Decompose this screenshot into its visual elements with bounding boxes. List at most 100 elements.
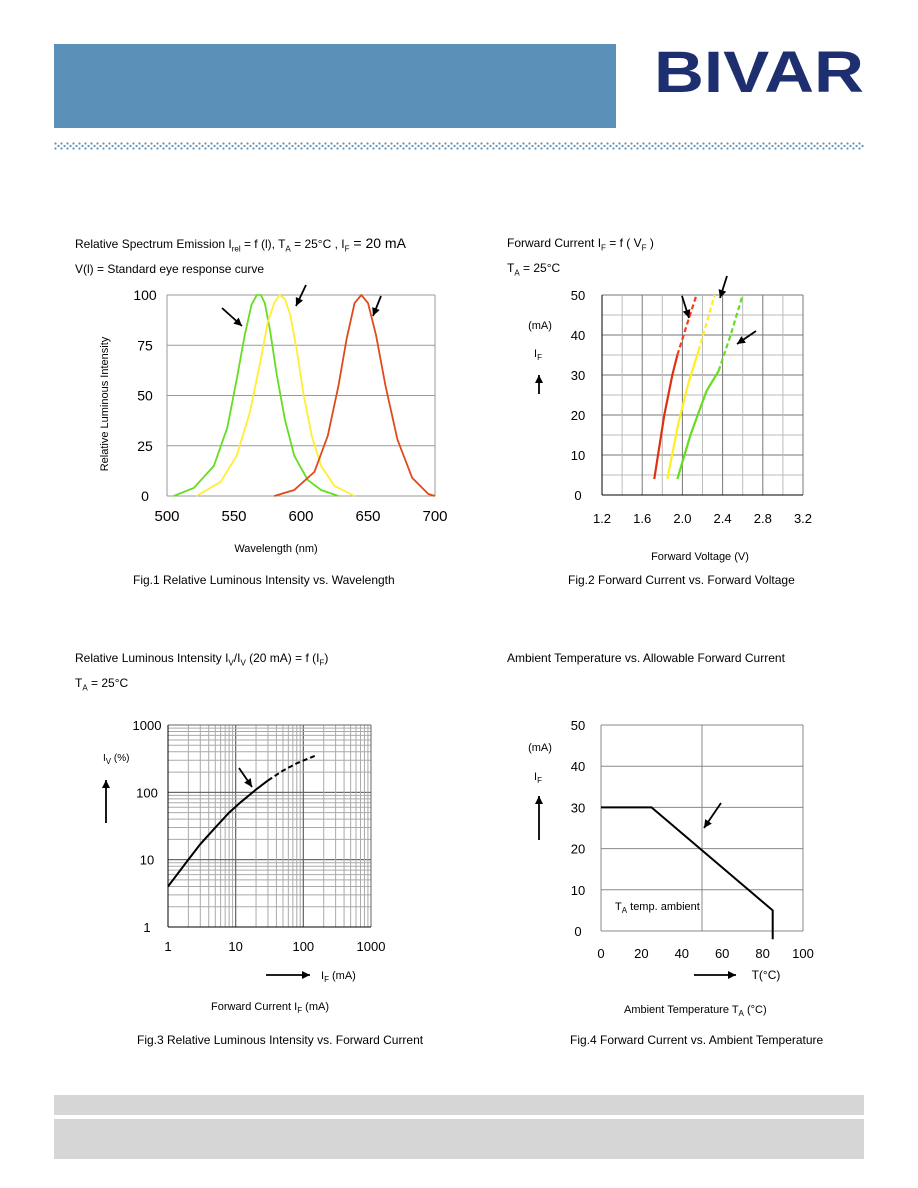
c3-y-arrow-head xyxy=(102,780,110,788)
c4-yunit-label: IF xyxy=(534,771,542,785)
c1-xtick-label: 550 xyxy=(221,508,246,525)
decorative-dotted-divider xyxy=(54,141,864,151)
logo-text: BIVAR xyxy=(654,45,864,95)
c3-axis-x-label-part: (mA) xyxy=(329,970,356,982)
c2-ytick-label: 30 xyxy=(571,368,585,383)
c3-xtick-label: 10 xyxy=(228,939,242,954)
c2-y-arrow-head xyxy=(535,375,543,383)
c2-ytick-label: 20 xyxy=(571,408,585,423)
fig1-caption: Fig.1 Relative Luminous Intensity vs. Wa… xyxy=(133,573,395,587)
c2-arrow-green xyxy=(736,330,757,345)
c4-annotation-part: T xyxy=(615,901,622,913)
fig2-caption: Fig.2 Forward Current vs. Forward Voltag… xyxy=(568,573,795,587)
c1-arrow-yellow-head xyxy=(295,297,304,306)
c4-x-arrow xyxy=(694,971,736,979)
c1-ytick-label: 75 xyxy=(137,337,153,353)
c4-xtick-label: 40 xyxy=(675,946,689,961)
c1-series-line xyxy=(173,294,339,497)
fig2-title: Forward Current IF = f ( VF ) TA = 25°C xyxy=(507,236,654,278)
c1-ytick-label: 25 xyxy=(137,438,153,454)
header-band xyxy=(54,44,616,128)
c4-series-line xyxy=(601,806,774,940)
c2-xlabel: Forward Voltage (V) xyxy=(651,551,749,563)
c3-ylabel: IV (%) xyxy=(103,753,129,766)
c2-y-arrow xyxy=(535,375,543,394)
fig4-title: Ambient Temperature vs. Allowable Forwar… xyxy=(507,651,785,665)
c4-xlabel-part: A xyxy=(739,1009,745,1018)
c2-yunit-label: IF xyxy=(534,348,542,362)
c2-arrow-red xyxy=(681,295,691,319)
c2-yunit-label-part: F xyxy=(537,353,542,362)
c3-ytick-label: 10 xyxy=(140,853,154,868)
c4-yunit-label-part: F xyxy=(537,776,542,785)
c2-series-line xyxy=(676,370,720,480)
c3-x-arrow xyxy=(266,971,310,979)
c4-ytick-label: 50 xyxy=(571,718,585,733)
bivar-logo: BIVAR xyxy=(654,45,864,95)
c3-ytick-label: 1 xyxy=(143,920,150,935)
c2-xtick-label: 2.0 xyxy=(673,511,691,526)
c3-xtick-label: 100 xyxy=(292,939,314,954)
c1-ytick-label: 0 xyxy=(141,488,149,504)
c2-ytick-label: 10 xyxy=(571,448,585,463)
c2-arrow-red-head xyxy=(682,309,691,318)
c4-ytick-label: 30 xyxy=(571,800,585,815)
c1-xlabel: Wavelength (nm) xyxy=(234,543,317,555)
c4-xtick-label: 80 xyxy=(755,946,769,961)
c4-annotation: TA temp. ambient xyxy=(615,901,700,915)
c3-ytick-label: 100 xyxy=(136,785,158,800)
footer-bar-bottom xyxy=(54,1119,864,1159)
c1-xtick-label: 650 xyxy=(355,508,380,525)
c3-ytick-label: 1000 xyxy=(133,718,162,733)
c3-ylabel-part: (%) xyxy=(111,753,129,764)
c1-series-line xyxy=(196,294,356,497)
c2-ytick-label: 40 xyxy=(571,328,585,343)
c3-ylabel-part: I xyxy=(103,753,106,764)
c3-xlabel-part: F xyxy=(297,1006,302,1015)
c4-ytick-label: 20 xyxy=(571,842,585,857)
c4-ytick-label: 0 xyxy=(574,924,581,939)
c3-x-arrow-head xyxy=(302,971,310,979)
c2-xtick-label: 1.6 xyxy=(633,511,651,526)
c3-xtick-label: 1 xyxy=(164,939,171,954)
c1-arrow-green xyxy=(221,307,243,327)
c1-arrow-yellow xyxy=(295,284,307,307)
footer-bar-top xyxy=(54,1095,864,1115)
c1-xtick-label: 600 xyxy=(288,508,313,525)
c3-xlabel: Forward Current IF (mA) xyxy=(211,1001,329,1015)
c2-xtick-label: 3.2 xyxy=(794,511,812,526)
c1-arrow-red-head xyxy=(372,307,380,316)
c4-yunit-label-part: I xyxy=(534,771,537,783)
c4-xlabel: Ambient Temperature TA (°C) xyxy=(624,1004,767,1018)
c4-annotation-part: temp. ambient xyxy=(627,901,700,913)
c2-xtick-label: 2.8 xyxy=(754,511,772,526)
c4-ytick-label: 40 xyxy=(571,759,585,774)
c3-axis-x-label: IF (mA) xyxy=(321,970,356,984)
c1-arrow-red xyxy=(372,295,382,317)
c4-x-arrow-head xyxy=(728,971,736,979)
c2-arrow-green-head xyxy=(737,336,746,344)
c2-ytick-label: 0 xyxy=(574,488,581,503)
c1-arrow-green-head xyxy=(233,317,242,326)
c4-y-arrow xyxy=(535,796,543,840)
c4-axis-x-label: T(°C) xyxy=(752,968,781,982)
fig3-caption: Fig.3 Relative Luminous Intensity vs. Fo… xyxy=(137,1033,424,1047)
c1-xtick-label: 700 xyxy=(422,508,447,525)
c4-annotation-part: A xyxy=(622,906,628,915)
c3-y-arrow xyxy=(102,780,110,823)
c4-y-arrow-head xyxy=(535,796,543,804)
c4-xlabel-part: Ambient Temperature T xyxy=(624,1004,739,1016)
c3-ylabel-part: V xyxy=(106,757,112,766)
c3-series-line xyxy=(267,754,316,782)
c4-arrow xyxy=(703,802,722,829)
c2-series-line xyxy=(666,350,700,480)
c1-xtick-label: 500 xyxy=(154,508,179,525)
c2-arrow-yellow-head xyxy=(718,289,727,298)
c2-ytick-label: 50 xyxy=(571,288,585,303)
c4-arrow-head xyxy=(704,819,712,828)
c1-series-line xyxy=(273,294,436,497)
c2-series-line xyxy=(676,294,698,356)
c3-axis-x-label-part: I xyxy=(321,970,324,982)
c3-arrow xyxy=(238,767,253,788)
